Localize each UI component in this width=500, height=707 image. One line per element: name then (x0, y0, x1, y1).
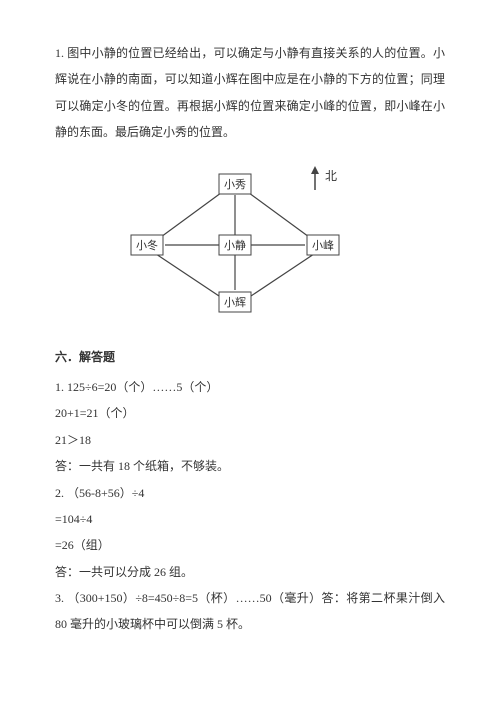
node-bottom-label: 小辉 (224, 296, 246, 309)
node-left-label: 小冬 (136, 238, 158, 252)
q2-line3: =26（组） (55, 532, 445, 558)
north-label: 北 (325, 169, 337, 183)
north-arrow: 北 (311, 166, 337, 190)
section6-title: 六．解答题 (55, 344, 445, 370)
problem1-paragraph: 1. 图中小静的位置已经给出，可以确定与小静有直接关系的人的位置。小辉说在小静的… (55, 40, 445, 146)
page-root: 1. 图中小静的位置已经给出，可以确定与小静有直接关系的人的位置。小辉说在小静的… (0, 0, 500, 668)
node-center-label: 小静 (224, 238, 246, 252)
diagram-nodes-group: 小秀 小冬 小静 小峰 小辉 (131, 174, 339, 312)
diagram-svg: 北 (125, 160, 355, 330)
q1-line3: 21＞18 (55, 427, 445, 453)
q2-line2: =104÷4 (55, 506, 445, 532)
q3-line1: 3. （300+150）÷8=450÷8=5（杯）……50（毫升）答：将第二杯果… (55, 585, 445, 638)
node-right-label: 小峰 (312, 239, 334, 252)
node-top-label: 小秀 (224, 178, 246, 191)
q1-line1: 1. 125÷6=20（个）……5（个） (55, 374, 445, 400)
q1-answer: 答：一共有 18 个纸箱，不够装。 (55, 453, 445, 479)
q2-line1: 2. （56-8+56）÷4 (55, 480, 445, 506)
q1-line2: 20+1=21（个） (55, 400, 445, 426)
q2-answer: 答：一共可以分成 26 组。 (55, 559, 445, 585)
position-diagram: 北 (125, 160, 445, 330)
